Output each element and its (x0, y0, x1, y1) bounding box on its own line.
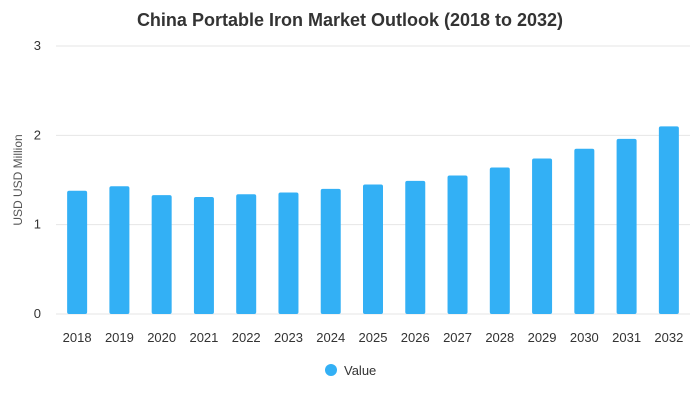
y-tick-label: 3 (34, 38, 41, 53)
x-tick-label: 2032 (654, 330, 683, 345)
y-tick-label: 1 (34, 217, 41, 232)
legend-label: Value (344, 363, 376, 378)
bar-2020[interactable] (151, 195, 172, 314)
x-tick-label: 2019 (105, 330, 134, 345)
y-axis-label: USD USD Million (11, 134, 25, 225)
x-tick-label: 2031 (612, 330, 641, 345)
x-tick-label: 2029 (528, 330, 557, 345)
bar-2021[interactable] (193, 196, 214, 314)
bar-2031[interactable] (616, 138, 637, 314)
y-tick-label: 2 (34, 127, 41, 142)
x-tick-label: 2018 (63, 330, 92, 345)
x-tick-label: 2022 (232, 330, 261, 345)
bar-2025[interactable] (363, 184, 383, 314)
y-axis-ticks: 0 1 2 3 (34, 38, 41, 321)
x-tick-label: 2030 (570, 330, 599, 345)
x-axis-ticks: 2018 2019 2020 2021 2022 2023 2024 2025 2026 2027… (63, 330, 684, 345)
x-tick-label: 2028 (485, 330, 514, 345)
bar-2024[interactable] (320, 188, 341, 314)
bar-2019[interactable] (109, 186, 130, 314)
bar-2018[interactable] (67, 190, 88, 314)
bar-2026[interactable] (405, 180, 426, 314)
bars (67, 126, 679, 315)
x-tick-label: 2020 (147, 330, 176, 345)
chart-title: China Portable Iron Market Outlook (2018… (137, 10, 563, 30)
legend[interactable]: Value (325, 363, 376, 378)
bar-2030[interactable] (574, 148, 595, 314)
x-tick-label: 2025 (359, 330, 388, 345)
x-tick-label: 2027 (443, 330, 472, 345)
bar-2029[interactable] (532, 158, 553, 314)
legend-swatch-icon (325, 364, 337, 376)
bar-2023[interactable] (278, 192, 299, 314)
x-tick-label: 2026 (401, 330, 430, 345)
x-tick-label: 2021 (189, 330, 218, 345)
bar-2022[interactable] (236, 194, 257, 314)
y-tick-label: 0 (34, 306, 41, 321)
bar-2027[interactable] (447, 175, 468, 314)
bar-2032[interactable] (658, 126, 679, 315)
x-tick-label: 2023 (274, 330, 303, 345)
x-tick-label: 2024 (316, 330, 345, 345)
bar-2028[interactable] (489, 167, 510, 314)
